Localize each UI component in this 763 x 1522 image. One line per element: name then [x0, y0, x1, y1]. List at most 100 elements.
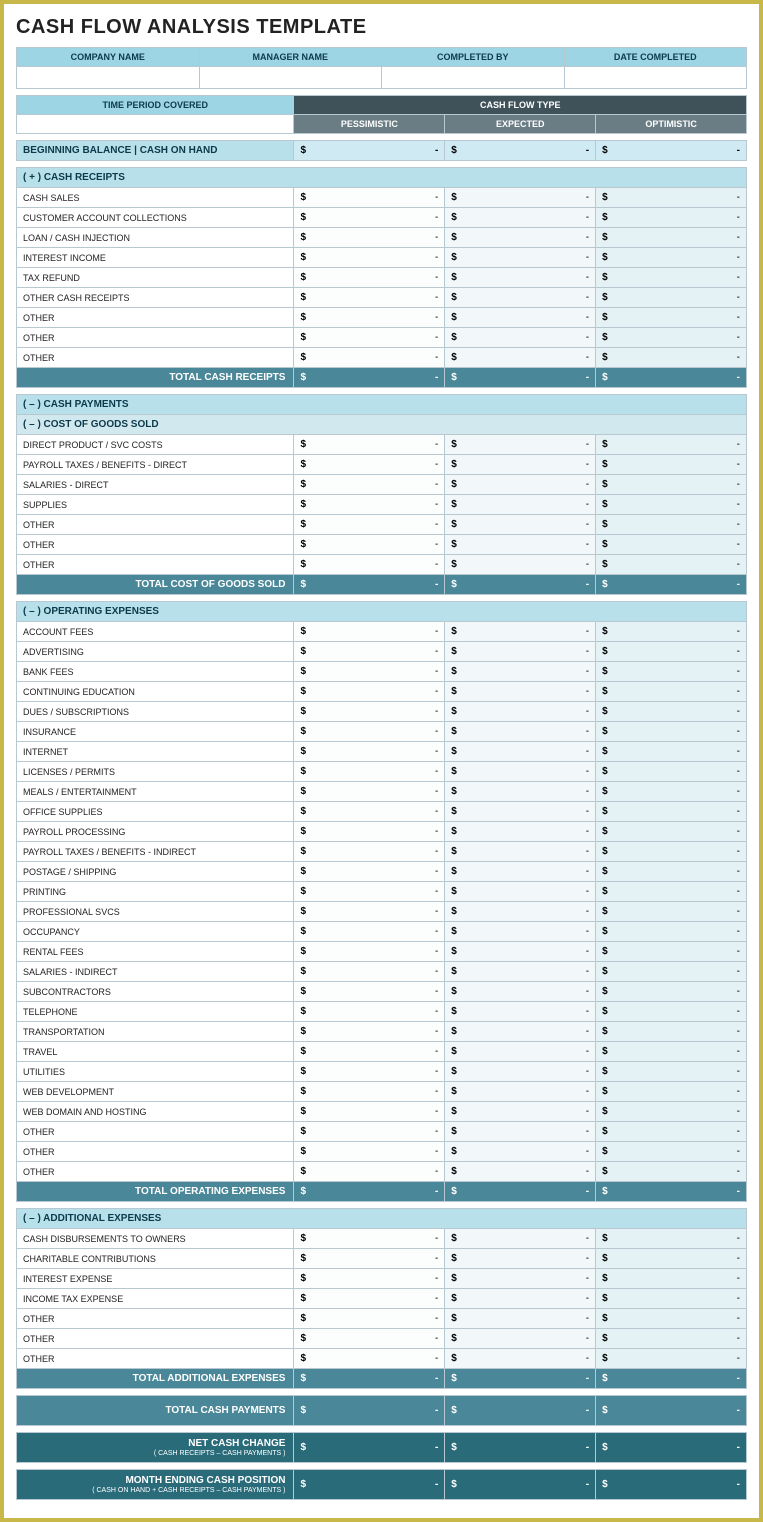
- opex-cell[interactable]: $-: [596, 1082, 747, 1102]
- manager-name-input[interactable]: [199, 67, 382, 89]
- opex-cell[interactable]: $-: [596, 1002, 747, 1022]
- cogs-cell[interactable]: $-: [596, 555, 747, 575]
- opex-cell[interactable]: $-: [294, 822, 445, 842]
- opex-cell[interactable]: $-: [294, 702, 445, 722]
- opex-cell[interactable]: $-: [596, 942, 747, 962]
- opex-cell[interactable]: $-: [596, 882, 747, 902]
- opex-cell[interactable]: $-: [294, 1102, 445, 1122]
- cogs-cell[interactable]: $-: [445, 475, 596, 495]
- receipts-cell[interactable]: $-: [445, 328, 596, 348]
- receipts-cell[interactable]: $-: [294, 208, 445, 228]
- opex-cell[interactable]: $-: [596, 1042, 747, 1062]
- opex-cell[interactable]: $-: [596, 1062, 747, 1082]
- opex-cell[interactable]: $-: [294, 862, 445, 882]
- cogs-cell[interactable]: $-: [596, 495, 747, 515]
- opex-cell[interactable]: $-: [596, 702, 747, 722]
- receipts-cell[interactable]: $-: [596, 308, 747, 328]
- opex-cell[interactable]: $-: [445, 802, 596, 822]
- opex-cell[interactable]: $-: [294, 842, 445, 862]
- addl-cell[interactable]: $-: [445, 1289, 596, 1309]
- receipts-cell[interactable]: $-: [294, 228, 445, 248]
- cogs-cell[interactable]: $-: [445, 435, 596, 455]
- beginning-expected[interactable]: $-: [445, 141, 596, 161]
- opex-cell[interactable]: $-: [294, 942, 445, 962]
- receipts-cell[interactable]: $-: [445, 228, 596, 248]
- receipts-cell[interactable]: $-: [596, 268, 747, 288]
- opex-cell[interactable]: $-: [596, 1142, 747, 1162]
- receipts-cell[interactable]: $-: [596, 348, 747, 368]
- opex-cell[interactable]: $-: [294, 1162, 445, 1182]
- addl-cell[interactable]: $-: [445, 1269, 596, 1289]
- receipts-cell[interactable]: $-: [596, 228, 747, 248]
- opex-cell[interactable]: $-: [596, 862, 747, 882]
- cogs-cell[interactable]: $-: [445, 495, 596, 515]
- opex-cell[interactable]: $-: [445, 982, 596, 1002]
- opex-cell[interactable]: $-: [294, 1122, 445, 1142]
- opex-cell[interactable]: $-: [294, 882, 445, 902]
- beginning-pessimistic[interactable]: $-: [294, 141, 445, 161]
- opex-cell[interactable]: $-: [445, 762, 596, 782]
- opex-cell[interactable]: $-: [596, 802, 747, 822]
- cogs-cell[interactable]: $-: [596, 475, 747, 495]
- addl-cell[interactable]: $-: [445, 1249, 596, 1269]
- opex-cell[interactable]: $-: [596, 742, 747, 762]
- opex-cell[interactable]: $-: [445, 842, 596, 862]
- opex-cell[interactable]: $-: [294, 762, 445, 782]
- cogs-cell[interactable]: $-: [596, 515, 747, 535]
- opex-cell[interactable]: $-: [445, 822, 596, 842]
- opex-cell[interactable]: $-: [445, 1162, 596, 1182]
- receipts-cell[interactable]: $-: [445, 208, 596, 228]
- opex-cell[interactable]: $-: [445, 1022, 596, 1042]
- addl-cell[interactable]: $-: [294, 1289, 445, 1309]
- opex-cell[interactable]: $-: [294, 1002, 445, 1022]
- opex-cell[interactable]: $-: [445, 1122, 596, 1142]
- opex-cell[interactable]: $-: [445, 942, 596, 962]
- opex-cell[interactable]: $-: [445, 902, 596, 922]
- opex-cell[interactable]: $-: [294, 962, 445, 982]
- opex-cell[interactable]: $-: [596, 902, 747, 922]
- cogs-cell[interactable]: $-: [596, 455, 747, 475]
- receipts-cell[interactable]: $-: [294, 328, 445, 348]
- cogs-cell[interactable]: $-: [445, 455, 596, 475]
- receipts-cell[interactable]: $-: [596, 208, 747, 228]
- opex-cell[interactable]: $-: [445, 1142, 596, 1162]
- addl-cell[interactable]: $-: [294, 1229, 445, 1249]
- receipts-cell[interactable]: $-: [294, 268, 445, 288]
- receipts-cell[interactable]: $-: [294, 288, 445, 308]
- addl-cell[interactable]: $-: [294, 1329, 445, 1349]
- opex-cell[interactable]: $-: [294, 622, 445, 642]
- addl-cell[interactable]: $-: [596, 1329, 747, 1349]
- opex-cell[interactable]: $-: [294, 1142, 445, 1162]
- opex-cell[interactable]: $-: [445, 782, 596, 802]
- opex-cell[interactable]: $-: [294, 1062, 445, 1082]
- opex-cell[interactable]: $-: [445, 722, 596, 742]
- addl-cell[interactable]: $-: [294, 1249, 445, 1269]
- opex-cell[interactable]: $-: [445, 702, 596, 722]
- receipts-cell[interactable]: $-: [445, 348, 596, 368]
- addl-cell[interactable]: $-: [294, 1309, 445, 1329]
- time-period-input[interactable]: [17, 115, 294, 134]
- opex-cell[interactable]: $-: [445, 1042, 596, 1062]
- opex-cell[interactable]: $-: [445, 962, 596, 982]
- addl-cell[interactable]: $-: [596, 1309, 747, 1329]
- company-name-input[interactable]: [17, 67, 200, 89]
- opex-cell[interactable]: $-: [445, 1082, 596, 1102]
- addl-cell[interactable]: $-: [445, 1349, 596, 1369]
- receipts-cell[interactable]: $-: [294, 188, 445, 208]
- addl-cell[interactable]: $-: [596, 1289, 747, 1309]
- opex-cell[interactable]: $-: [445, 862, 596, 882]
- opex-cell[interactable]: $-: [445, 642, 596, 662]
- addl-cell[interactable]: $-: [445, 1309, 596, 1329]
- opex-cell[interactable]: $-: [596, 722, 747, 742]
- cogs-cell[interactable]: $-: [445, 515, 596, 535]
- opex-cell[interactable]: $-: [294, 1082, 445, 1102]
- opex-cell[interactable]: $-: [596, 982, 747, 1002]
- opex-cell[interactable]: $-: [445, 882, 596, 902]
- opex-cell[interactable]: $-: [596, 1022, 747, 1042]
- opex-cell[interactable]: $-: [596, 922, 747, 942]
- opex-cell[interactable]: $-: [294, 642, 445, 662]
- beginning-optimistic[interactable]: $-: [596, 141, 747, 161]
- cogs-cell[interactable]: $-: [294, 455, 445, 475]
- addl-cell[interactable]: $-: [445, 1229, 596, 1249]
- receipts-cell[interactable]: $-: [294, 308, 445, 328]
